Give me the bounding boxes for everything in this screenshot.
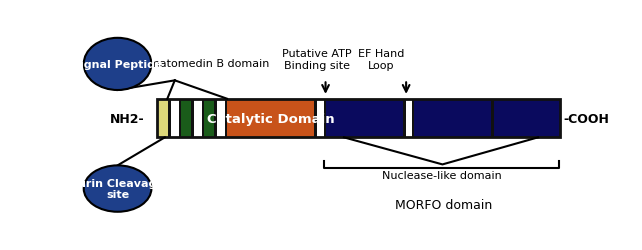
- Text: NH2-: NH2-: [110, 113, 145, 126]
- Bar: [491, 99, 494, 138]
- Bar: [317, 99, 324, 138]
- Text: Signal Peptide: Signal Peptide: [73, 60, 163, 70]
- Bar: [227, 99, 314, 138]
- Bar: [157, 99, 168, 138]
- Bar: [202, 99, 204, 138]
- Bar: [204, 99, 214, 138]
- Bar: [412, 99, 414, 138]
- Ellipse shape: [83, 39, 152, 91]
- Text: Putative ATP
Binding site: Putative ATP Binding site: [282, 49, 351, 71]
- Bar: [181, 99, 191, 138]
- Bar: [403, 99, 406, 138]
- Text: Furin Cleavage
site: Furin Cleavage site: [71, 178, 164, 200]
- Text: Catalytic Domain: Catalytic Domain: [207, 112, 334, 125]
- Bar: [157, 99, 560, 138]
- Text: Nuclease-like domain: Nuclease-like domain: [381, 170, 501, 180]
- Bar: [194, 99, 202, 138]
- Text: MORFO domain: MORFO domain: [395, 198, 492, 211]
- Bar: [214, 99, 216, 138]
- Bar: [494, 99, 560, 138]
- Ellipse shape: [83, 166, 152, 212]
- Bar: [191, 99, 194, 138]
- Bar: [324, 99, 326, 138]
- Bar: [225, 99, 227, 138]
- Text: -COOH: -COOH: [564, 113, 610, 126]
- Text: Somatomedin B domain: Somatomedin B domain: [135, 58, 270, 68]
- Bar: [178, 99, 181, 138]
- Bar: [414, 99, 491, 138]
- Bar: [216, 99, 225, 138]
- Bar: [406, 99, 412, 138]
- Bar: [171, 99, 178, 138]
- Text: EF Hand
Loop: EF Hand Loop: [358, 49, 404, 71]
- Bar: [314, 99, 317, 138]
- Bar: [168, 99, 171, 138]
- Bar: [326, 99, 403, 138]
